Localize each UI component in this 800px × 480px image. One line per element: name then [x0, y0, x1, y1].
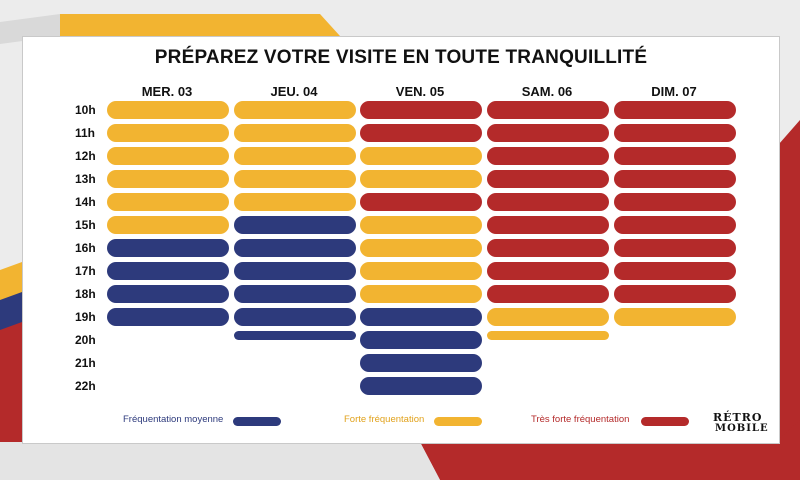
legend-swatch-forte: [434, 417, 482, 426]
hour-label-19h: 19h: [75, 310, 96, 324]
hour-label-18h: 18h: [75, 287, 96, 301]
slot-mer-03-12h: [107, 147, 229, 165]
bg-red-stripe-left: [0, 322, 22, 442]
legend-swatch-moyenne: [233, 417, 281, 426]
hour-label-11h: 11h: [75, 126, 96, 140]
slot-mer-03-10h: [107, 101, 229, 119]
slot-dim-07-19h: [614, 308, 736, 326]
day-header-ven: VEN. 05: [395, 84, 445, 99]
slot-mer-03-19h: [107, 308, 229, 326]
slot-jeu-04-18h: [234, 285, 356, 303]
legend-swatch-tres-forte: [641, 417, 689, 426]
slot-sam-06-17h: [487, 262, 609, 280]
slot-mer-03-18h: [107, 285, 229, 303]
slot-mer-03-17h: [107, 262, 229, 280]
bg-yellow-stripe-top: [60, 14, 340, 36]
slot-sam-06-16h: [487, 239, 609, 257]
chart-title: PRÉPAREZ VOTRE VISITE EN TOUTE TRANQUILL…: [154, 47, 648, 68]
slot-sam-06-10h: [487, 101, 609, 119]
day-header-jeu: JEU. 04: [270, 84, 318, 99]
slot-sam-06-19h: [487, 308, 609, 326]
hour-label-20h: 20h: [75, 333, 96, 347]
slot-dim-07-15h: [614, 216, 736, 234]
slot-jeu-04-12h: [234, 147, 356, 165]
slot-ven-05-17h: [360, 262, 482, 280]
slot-dim-07-10h: [614, 101, 736, 119]
day-header-mer: MER. 03: [141, 84, 193, 99]
slot-dim-07-12h: [614, 147, 736, 165]
hour-label-14h: 14h: [75, 195, 96, 209]
slot-dim-07-17h: [614, 262, 736, 280]
bg-grey-stripe-bottom: [0, 442, 440, 480]
slot-ven-05-16h: [360, 239, 482, 257]
slot-dim-07-16h: [614, 239, 736, 257]
slot-jeu-04-19h: [234, 308, 356, 326]
schedule-card: PRÉPAREZ VOTRE VISITE EN TOUTE TRANQUILL…: [22, 36, 780, 444]
slot-sam-06-14h: [487, 193, 609, 211]
slot-ven-05-18h: [360, 285, 482, 303]
slot-dim-07-11h: [614, 124, 736, 142]
logo-line1: RÉTRO: [713, 411, 763, 424]
day-header-dim: DIM. 07: [651, 84, 697, 99]
slot-sam-06-13h: [487, 170, 609, 188]
slot-jeu-04-11h: [234, 124, 356, 142]
slot-sam-06-15h: [487, 216, 609, 234]
slot-ven-05-21h: [360, 354, 482, 372]
slot-jeu-04-20h: [234, 331, 356, 340]
slot-jeu-04-10h: [234, 101, 356, 119]
slot-ven-05-11h: [360, 124, 482, 142]
slot-jeu-04-16h: [234, 239, 356, 257]
slot-ven-05-10h: [360, 101, 482, 119]
slot-jeu-04-13h: [234, 170, 356, 188]
hour-label-15h: 15h: [75, 218, 96, 232]
slot-mer-03-13h: [107, 170, 229, 188]
logo-line2: MOBILE: [715, 423, 769, 434]
legend-label-tres-forte: Très forte fréquentation: [531, 414, 630, 425]
slot-ven-05-15h: [360, 216, 482, 234]
slot-ven-05-22h: [360, 377, 482, 395]
slot-mer-03-11h: [107, 124, 229, 142]
slot-sam-06-12h: [487, 147, 609, 165]
slot-jeu-04-17h: [234, 262, 356, 280]
slot-dim-07-13h: [614, 170, 736, 188]
slot-ven-05-14h: [360, 193, 482, 211]
slot-sam-06-18h: [487, 285, 609, 303]
slot-jeu-04-15h: [234, 216, 356, 234]
bg-red-stripe-bottom: [420, 420, 800, 480]
hour-label-16h: 16h: [75, 241, 96, 255]
slot-sam-06-20h: [487, 331, 609, 340]
hour-label-21h: 21h: [75, 356, 96, 370]
hour-label-10h: 10h: [75, 103, 96, 117]
slot-mer-03-16h: [107, 239, 229, 257]
retromobile-logo: RÉTRO MOBILE: [711, 411, 771, 437]
hour-label-22h: 22h: [75, 379, 96, 393]
hour-label-17h: 17h: [75, 264, 96, 278]
slot-ven-05-19h: [360, 308, 482, 326]
slot-ven-05-13h: [360, 170, 482, 188]
hour-label-13h: 13h: [75, 172, 96, 186]
slot-sam-06-11h: [487, 124, 609, 142]
day-header-sam: SAM. 06: [521, 84, 573, 99]
hour-label-12h: 12h: [75, 149, 96, 163]
slot-mer-03-15h: [107, 216, 229, 234]
slot-jeu-04-14h: [234, 193, 356, 211]
legend-label-forte: Forte fréquentation: [344, 414, 425, 425]
slot-ven-05-12h: [360, 147, 482, 165]
slot-dim-07-14h: [614, 193, 736, 211]
slot-ven-05-20h: [360, 331, 482, 349]
slot-dim-07-18h: [614, 285, 736, 303]
slot-mer-03-14h: [107, 193, 229, 211]
legend-label-moyenne: Fréquentation moyenne: [123, 414, 224, 425]
